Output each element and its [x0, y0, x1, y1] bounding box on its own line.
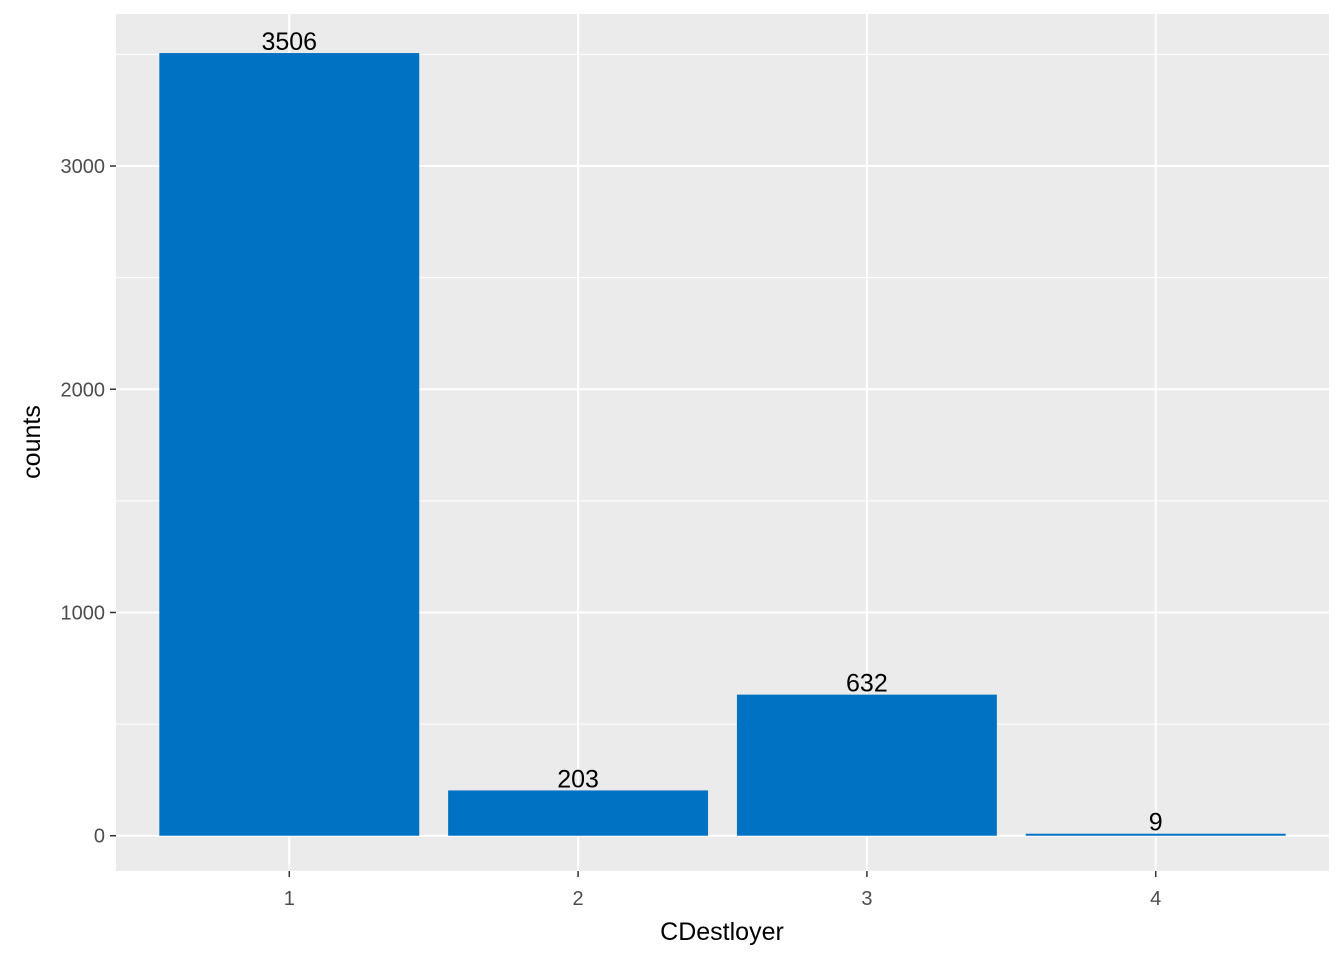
x-axis-title: CDestloyer	[660, 918, 784, 946]
bars	[159, 53, 1286, 836]
x-tick-label: 3	[861, 888, 872, 910]
data-labels: 3506 203 632 9	[261, 28, 1162, 837]
bar-2	[448, 790, 709, 836]
data-label-2: 203	[557, 765, 599, 793]
bar-3	[736, 694, 997, 836]
y-tick-label: 3000	[61, 156, 106, 178]
data-label-3: 632	[846, 670, 888, 698]
y-axis-title: counts	[18, 405, 46, 479]
y-tick-label: 0	[94, 826, 105, 848]
y-tick-label: 2000	[61, 379, 106, 401]
data-label-4: 9	[1149, 809, 1163, 837]
y-tick-label: 1000	[61, 602, 106, 624]
x-tick-label: 1	[284, 888, 295, 910]
x-axis: 1 2 3 4	[284, 871, 1161, 910]
x-tick-label: 4	[1150, 888, 1161, 910]
bar-4	[1025, 833, 1286, 836]
x-tick-label: 2	[573, 888, 584, 910]
bar-1	[159, 53, 420, 836]
data-label-1: 3506	[261, 28, 317, 56]
y-axis: 0 1000 2000 3000	[61, 156, 116, 848]
